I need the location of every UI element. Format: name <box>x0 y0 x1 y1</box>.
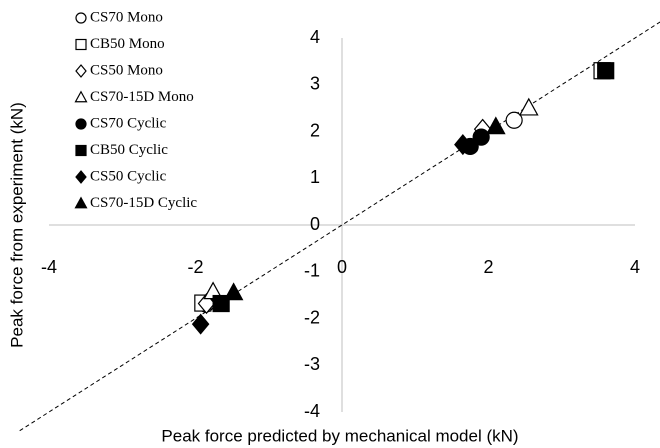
reference-line <box>19 21 660 432</box>
y-tick-label: 0 <box>310 214 320 234</box>
point <box>191 313 210 335</box>
y-tick-label: 4 <box>310 27 320 47</box>
x-tick-label: 4 <box>630 257 640 277</box>
point <box>486 116 506 135</box>
x-tick-label: -2 <box>187 257 203 277</box>
legend-marker <box>75 144 87 157</box>
point <box>454 134 472 156</box>
legend-label: CS70-15D Mono <box>90 89 194 105</box>
y-tick-label: 3 <box>310 74 320 94</box>
y-tick-label: -1 <box>304 261 320 281</box>
y-tick-label: -2 <box>304 307 320 327</box>
point <box>518 97 539 116</box>
legend-marker <box>75 64 87 78</box>
legend-marker <box>75 170 87 184</box>
x-tick-label: 2 <box>483 257 493 277</box>
legend-marker <box>75 118 87 130</box>
y-tick-label: -4 <box>304 401 320 421</box>
y-tick-label: 1 <box>310 167 320 187</box>
point <box>472 128 490 146</box>
y-tick-label: -3 <box>304 354 320 374</box>
legend-label: CS70-15D Cyclic <box>90 195 197 211</box>
point <box>597 62 615 80</box>
legend-label: CB50 Mono <box>90 36 165 52</box>
legend-marker <box>75 38 87 51</box>
point <box>197 293 216 315</box>
legend-marker <box>75 12 87 24</box>
x-axis-label: Peak force predicted by mechanical model… <box>161 426 518 445</box>
legend-label: CB50 Cyclic <box>90 142 168 158</box>
legend-label: CS50 Mono <box>90 62 163 78</box>
x-tick-label: 0 <box>337 257 347 277</box>
x-tick-label: -4 <box>41 257 57 277</box>
point <box>223 282 244 301</box>
legend-label: CS70 Mono <box>90 9 163 25</box>
y-axis-label: Peak force from experiment (kN) <box>7 102 26 348</box>
legend-label: CS70 Cyclic <box>90 115 167 131</box>
legend-marker <box>74 196 88 209</box>
point <box>505 111 523 129</box>
legend-label: CS50 Cyclic <box>90 168 167 184</box>
legend-marker <box>74 90 88 103</box>
y-tick-label: 2 <box>310 120 320 140</box>
